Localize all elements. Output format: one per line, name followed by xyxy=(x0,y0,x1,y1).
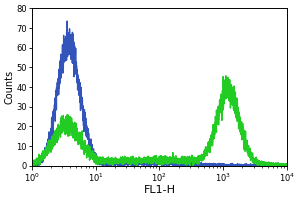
Y-axis label: Counts: Counts xyxy=(5,70,15,104)
X-axis label: FL1-H: FL1-H xyxy=(143,185,176,195)
